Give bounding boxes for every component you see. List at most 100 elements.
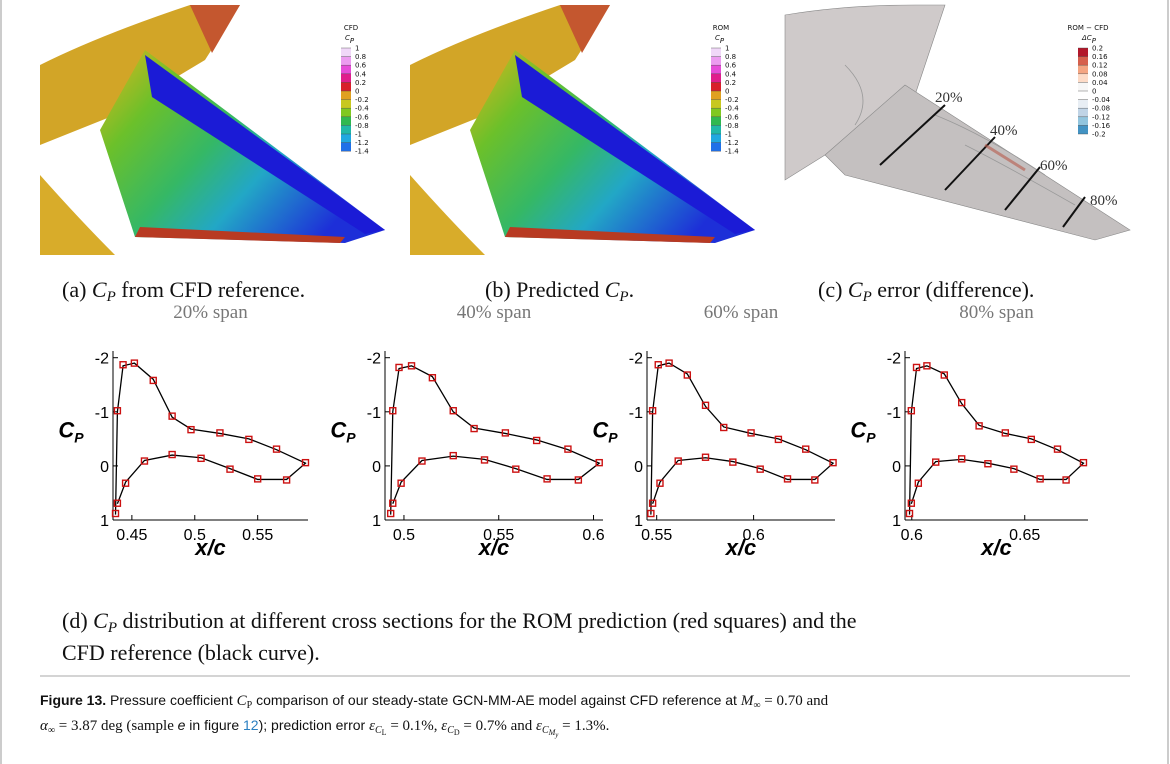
chart-title: 60% span bbox=[704, 302, 779, 323]
colorbar-tick-label: -0.2 bbox=[355, 96, 369, 104]
y-axis-label: CP bbox=[330, 418, 356, 446]
colorbar-tick-label: -0.16 bbox=[1092, 122, 1111, 130]
colorbar-tick-label: 1 bbox=[355, 45, 359, 53]
y-axis-label-sub: P bbox=[346, 430, 356, 446]
caption-text: distribution at different cross sections… bbox=[117, 608, 856, 633]
caption-math: C bbox=[93, 608, 108, 633]
caption-text: ); prediction error bbox=[259, 717, 369, 733]
colorbar-swatch bbox=[711, 57, 721, 66]
caption-text: . bbox=[629, 277, 635, 302]
section-label: 60% bbox=[1040, 158, 1068, 174]
x-tick-label: 0.65 bbox=[1009, 527, 1040, 544]
y-tick-label: -1 bbox=[367, 405, 381, 422]
caption-sub: P bbox=[106, 289, 116, 305]
caption-sub: P bbox=[107, 620, 117, 636]
colorbar-swatch bbox=[711, 91, 721, 100]
render-cfd bbox=[40, 5, 385, 255]
colorbar-swatch bbox=[1078, 125, 1088, 134]
colorbar-title: CFD bbox=[344, 24, 358, 32]
colorbar-tick-label: -1 bbox=[725, 131, 732, 139]
colorbar-tick-label: -0.8 bbox=[725, 122, 739, 130]
y-tick-label: 1 bbox=[100, 513, 109, 530]
colorbar-tick-label: 0.08 bbox=[1092, 70, 1108, 78]
caption-text: Pressure coefficient bbox=[106, 692, 236, 708]
colorbar-tick-label: 0 bbox=[725, 88, 729, 96]
y-tick-label: -2 bbox=[95, 351, 109, 368]
caption-text: (a) bbox=[62, 277, 92, 302]
x-tick-label: 0.5 bbox=[393, 527, 415, 544]
colorbar-tick-label: 0.6 bbox=[355, 62, 367, 70]
section-label: 20% bbox=[935, 90, 963, 106]
colorbar-swatch bbox=[341, 100, 351, 109]
colorbar-swatch bbox=[341, 108, 351, 117]
caption-text: = 1.3%. bbox=[558, 718, 609, 734]
cp-curve bbox=[910, 366, 1084, 515]
colorbar-swatch bbox=[711, 48, 721, 57]
colorbar-tick-label: -1.4 bbox=[355, 148, 369, 156]
caption-sub: P bbox=[618, 289, 628, 305]
caption-text: (c) bbox=[818, 277, 848, 302]
colorbar-swatch bbox=[711, 134, 721, 143]
caption-text: in figure bbox=[185, 717, 243, 733]
colorbar-tick-label: 0.04 bbox=[1092, 79, 1108, 87]
chart-title: 40% span bbox=[457, 302, 532, 323]
y-tick-label: -2 bbox=[367, 351, 381, 368]
x-tick-label: 0.45 bbox=[116, 527, 147, 544]
x-tick-label: 0.6 bbox=[901, 527, 923, 544]
caption-sub: ∞ bbox=[753, 700, 760, 711]
x-axis-label: x/c bbox=[478, 535, 510, 560]
colorbar-tick-label: -1 bbox=[355, 131, 362, 139]
colorbar-swatch bbox=[1078, 82, 1088, 91]
colorbar-tick-label: -0.4 bbox=[725, 105, 739, 113]
colorbar-swatch bbox=[341, 74, 351, 83]
caption-text: (b) Predicted bbox=[485, 277, 605, 302]
colorbar-swatch bbox=[1078, 91, 1088, 100]
caption-text: comparison of our steady-state GCN-MM-AE… bbox=[252, 692, 741, 708]
colorbar-tick-label: 0.8 bbox=[725, 53, 736, 61]
cp-curve bbox=[651, 363, 833, 514]
y-tick-label: -2 bbox=[887, 351, 901, 368]
colorbar-swatch bbox=[711, 100, 721, 109]
colorbar-tick-label: 0.12 bbox=[1092, 62, 1108, 70]
chart-title: 20% span bbox=[173, 302, 248, 323]
colorbar-tick-label: 0 bbox=[1092, 88, 1096, 96]
caption-text: error (difference). bbox=[872, 277, 1035, 302]
colorbar-swatch bbox=[711, 82, 721, 91]
colorbar-tick-label: 0.8 bbox=[355, 53, 366, 61]
colorbar-tick-label: -1.2 bbox=[725, 139, 739, 147]
colorbar-tick-label: -0.08 bbox=[1092, 105, 1110, 113]
y-tick-label: -1 bbox=[95, 405, 109, 422]
y-tick-label: 0 bbox=[100, 459, 109, 476]
figure-number: Figure 13. bbox=[40, 692, 106, 708]
x-axis-label: x/c bbox=[194, 535, 226, 560]
section-label: 40% bbox=[990, 123, 1018, 139]
render-rom bbox=[410, 5, 755, 255]
colorbar-swatch bbox=[1078, 117, 1088, 126]
colorbar-tick-label: -1.2 bbox=[355, 139, 369, 147]
y-axis-label: CP bbox=[850, 418, 876, 446]
cp-curve bbox=[116, 363, 306, 514]
colorbar-tick-label: -0.2 bbox=[1092, 131, 1106, 139]
y-axis-label-sub: P bbox=[866, 430, 876, 446]
colorbar-tick-label: 0.2 bbox=[355, 79, 366, 87]
colorbar-tick-label: 0.16 bbox=[1092, 53, 1108, 61]
chart-title: 80% span bbox=[959, 302, 1034, 323]
y-tick-label: -2 bbox=[629, 351, 643, 368]
y-axis-label-sub: P bbox=[74, 430, 84, 446]
y-tick-label: 0 bbox=[372, 459, 381, 476]
y-axis-label-text: C bbox=[592, 418, 609, 443]
colorbar-tick-label: -0.6 bbox=[725, 113, 739, 121]
colorbar-swatch bbox=[1078, 65, 1088, 74]
cp-curve bbox=[391, 366, 600, 515]
caption-c: (c) CP error (difference). bbox=[818, 277, 1034, 305]
colorbar-swatch bbox=[711, 125, 721, 134]
colorbar-tick-label: -0.2 bbox=[725, 96, 739, 104]
figure-link[interactable]: 12 bbox=[243, 717, 259, 733]
colorbar-swatch bbox=[341, 117, 351, 126]
colorbar-label: CP bbox=[345, 34, 355, 45]
caption-a: (a) CP from CFD reference. bbox=[62, 277, 305, 305]
x-tick-label: 0.6 bbox=[582, 527, 604, 544]
x-axis-label: x/c bbox=[980, 535, 1012, 560]
caption-text: e bbox=[178, 717, 186, 733]
colorbar-swatch bbox=[711, 65, 721, 74]
